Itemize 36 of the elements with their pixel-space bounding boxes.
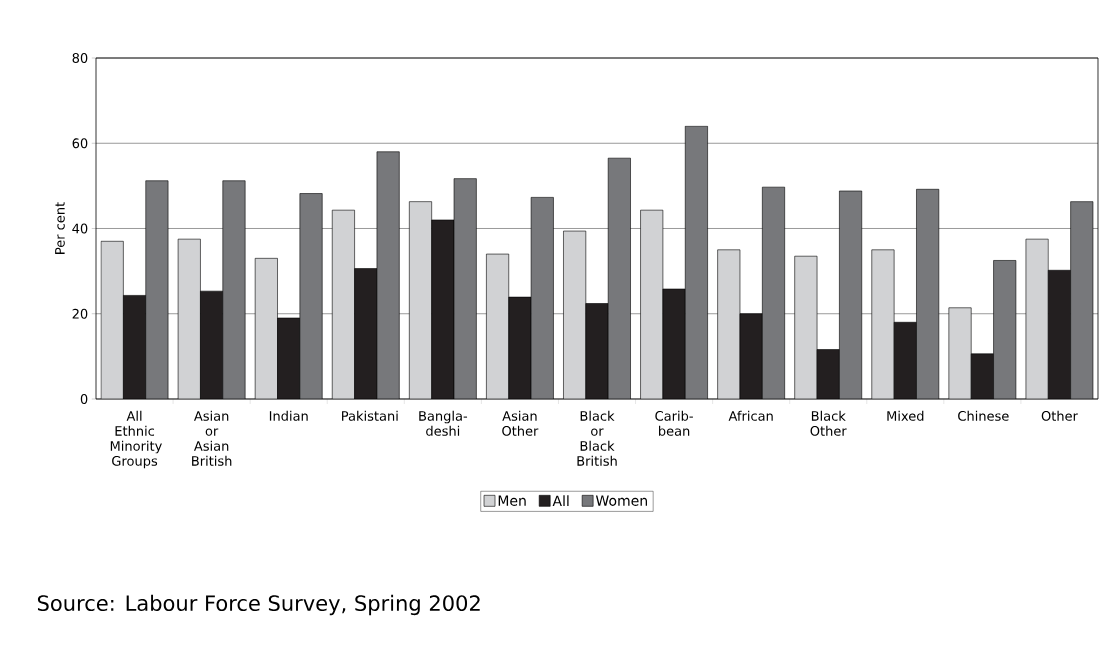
x-tick-label: Pakistani: [342, 410, 398, 421]
source-note: Source: Labour Force Survey, Spring 2002: [37, 594, 480, 616]
x-tick-label: Chinese: [958, 410, 1009, 421]
bar: [817, 349, 840, 399]
x-tick-label: Mixed: [887, 410, 924, 421]
x-tick-label: Carib-bean: [655, 410, 693, 436]
bar: [200, 291, 223, 399]
bar: [739, 313, 763, 399]
y-tick-label: 20: [72, 308, 88, 319]
x-tick-label: All Ethnic Minority Groups: [110, 410, 162, 469]
y-tick-label: 40: [72, 223, 88, 234]
y-tick-label: 80: [72, 53, 88, 63]
x-tick-label: Black Other: [810, 410, 847, 436]
bar: [971, 353, 994, 399]
bar: [1047, 269, 1071, 399]
y-tick-label: 0: [80, 394, 88, 404]
x-tick-label: Asian Other: [502, 410, 539, 436]
bar: [123, 295, 146, 399]
legend-label: Men: [498, 495, 526, 506]
legend-label: All: [552, 495, 569, 506]
bar: [662, 289, 686, 399]
bar: [354, 268, 377, 399]
bar: [585, 303, 609, 399]
bar: [277, 318, 300, 399]
y-axis-title: Per cent: [55, 202, 65, 254]
x-tick-label: Bangla-deshi: [419, 410, 468, 436]
x-tick-label: Other: [1041, 410, 1078, 421]
bar: [508, 297, 532, 399]
x-tick-label: African: [728, 410, 773, 421]
x-tick-label: Asian or Asian British: [192, 410, 232, 466]
legend-label: Women: [595, 495, 647, 506]
y-tick-label: 60: [72, 138, 88, 149]
bar: [431, 219, 455, 399]
x-tick-label: Indian: [269, 410, 308, 421]
bar: [894, 322, 917, 399]
x-tick-label: Black or Black British: [577, 410, 617, 466]
